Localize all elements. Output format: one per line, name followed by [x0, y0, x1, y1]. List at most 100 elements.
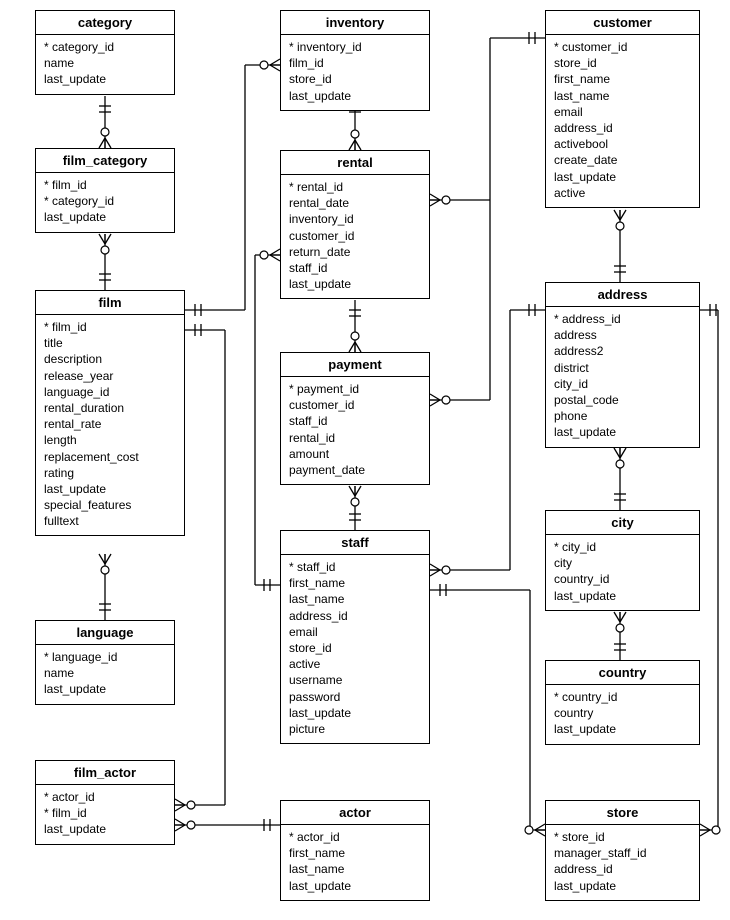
entity-film: film* film_idtitledescriptionrelease_yea… — [35, 290, 185, 536]
field: phone — [554, 408, 691, 424]
field: last_update — [289, 878, 421, 894]
entity-country: country* country_idcountrylast_update — [545, 660, 700, 745]
field: rental_rate — [44, 416, 176, 432]
field: staff_id — [289, 413, 421, 429]
field: last_update — [554, 721, 691, 737]
field: last_update — [44, 681, 166, 697]
field: last_update — [554, 878, 691, 894]
field: last_name — [554, 88, 691, 104]
field: last_name — [289, 861, 421, 877]
field: * store_id — [554, 829, 691, 845]
entity-fields: * address_idaddressaddress2districtcity_… — [546, 307, 699, 447]
field: city — [554, 555, 691, 571]
entity-fields: * category_idnamelast_update — [36, 35, 174, 94]
field: postal_code — [554, 392, 691, 408]
entity-address: address* address_idaddressaddress2distri… — [545, 282, 700, 448]
entity-title: actor — [281, 801, 429, 825]
field: * staff_id — [289, 559, 421, 575]
field: picture — [289, 721, 421, 737]
field: payment_date — [289, 462, 421, 478]
field: first_name — [554, 71, 691, 87]
field: last_update — [44, 71, 166, 87]
field: name — [44, 55, 166, 71]
entity-fields: * store_idmanager_staff_idaddress_idlast… — [546, 825, 699, 900]
field: * actor_id — [289, 829, 421, 845]
entity-title: address — [546, 283, 699, 307]
entity-fields: * customer_idstore_idfirst_namelast_name… — [546, 35, 699, 207]
field: * country_id — [554, 689, 691, 705]
field: * address_id — [554, 311, 691, 327]
entity-title: rental — [281, 151, 429, 175]
field: amount — [289, 446, 421, 462]
field: inventory_id — [289, 211, 421, 227]
field: rental_id — [289, 430, 421, 446]
field: * payment_id — [289, 381, 421, 397]
field: country — [554, 705, 691, 721]
field: last_update — [554, 588, 691, 604]
field: city_id — [554, 376, 691, 392]
entity-fields: * inventory_idfilm_idstore_idlast_update — [281, 35, 429, 110]
entity-fields: * rental_idrental_dateinventory_idcustom… — [281, 175, 429, 298]
field: return_date — [289, 244, 421, 260]
field: address_id — [554, 861, 691, 877]
field: activebool — [554, 136, 691, 152]
entity-film_actor: film_actor* actor_id* film_idlast_update — [35, 760, 175, 845]
field: username — [289, 672, 421, 688]
entity-city: city* city_idcitycountry_idlast_update — [545, 510, 700, 611]
field: special_features — [44, 497, 176, 513]
entity-fields: * film_id* category_idlast_update — [36, 173, 174, 232]
field: password — [289, 689, 421, 705]
entity-inventory: inventory* inventory_idfilm_idstore_idla… — [280, 10, 430, 111]
entity-title: payment — [281, 353, 429, 377]
entity-title: film_category — [36, 149, 174, 173]
field: fulltext — [44, 513, 176, 529]
field: * language_id — [44, 649, 166, 665]
field: email — [554, 104, 691, 120]
field: manager_staff_id — [554, 845, 691, 861]
field: last_name — [289, 591, 421, 607]
field: * category_id — [44, 193, 166, 209]
entity-title: film_actor — [36, 761, 174, 785]
entity-customer: customer* customer_idstore_idfirst_namel… — [545, 10, 700, 208]
field: release_year — [44, 368, 176, 384]
field: first_name — [289, 575, 421, 591]
field: language_id — [44, 384, 176, 400]
entity-fields: * staff_idfirst_namelast_nameaddress_ide… — [281, 555, 429, 743]
field: * category_id — [44, 39, 166, 55]
field: create_date — [554, 152, 691, 168]
field: staff_id — [289, 260, 421, 276]
entity-fields: * actor_idfirst_namelast_namelast_update — [281, 825, 429, 900]
entity-actor: actor* actor_idfirst_namelast_namelast_u… — [280, 800, 430, 901]
field: store_id — [289, 640, 421, 656]
entity-title: store — [546, 801, 699, 825]
field: last_update — [44, 481, 176, 497]
entity-fields: * city_idcitycountry_idlast_update — [546, 535, 699, 610]
field: rental_date — [289, 195, 421, 211]
field: * film_id — [44, 177, 166, 193]
entity-fields: * actor_id* film_idlast_update — [36, 785, 174, 844]
field: * rental_id — [289, 179, 421, 195]
field: * inventory_id — [289, 39, 421, 55]
field: first_name — [289, 845, 421, 861]
field: length — [44, 432, 176, 448]
field: address_id — [554, 120, 691, 136]
entity-title: country — [546, 661, 699, 685]
field: * actor_id — [44, 789, 166, 805]
field: last_update — [289, 88, 421, 104]
field: customer_id — [289, 397, 421, 413]
entity-fields: * country_idcountrylast_update — [546, 685, 699, 744]
field: active — [554, 185, 691, 201]
field: * city_id — [554, 539, 691, 555]
field: last_update — [289, 705, 421, 721]
field: customer_id — [289, 228, 421, 244]
field: last_update — [554, 169, 691, 185]
field: replacement_cost — [44, 449, 176, 465]
entity-fields: * language_idnamelast_update — [36, 645, 174, 704]
field: * film_id — [44, 805, 166, 821]
entity-language: language* language_idnamelast_update — [35, 620, 175, 705]
entity-title: category — [36, 11, 174, 35]
entity-title: language — [36, 621, 174, 645]
entity-title: city — [546, 511, 699, 535]
field: country_id — [554, 571, 691, 587]
field: last_update — [44, 821, 166, 837]
